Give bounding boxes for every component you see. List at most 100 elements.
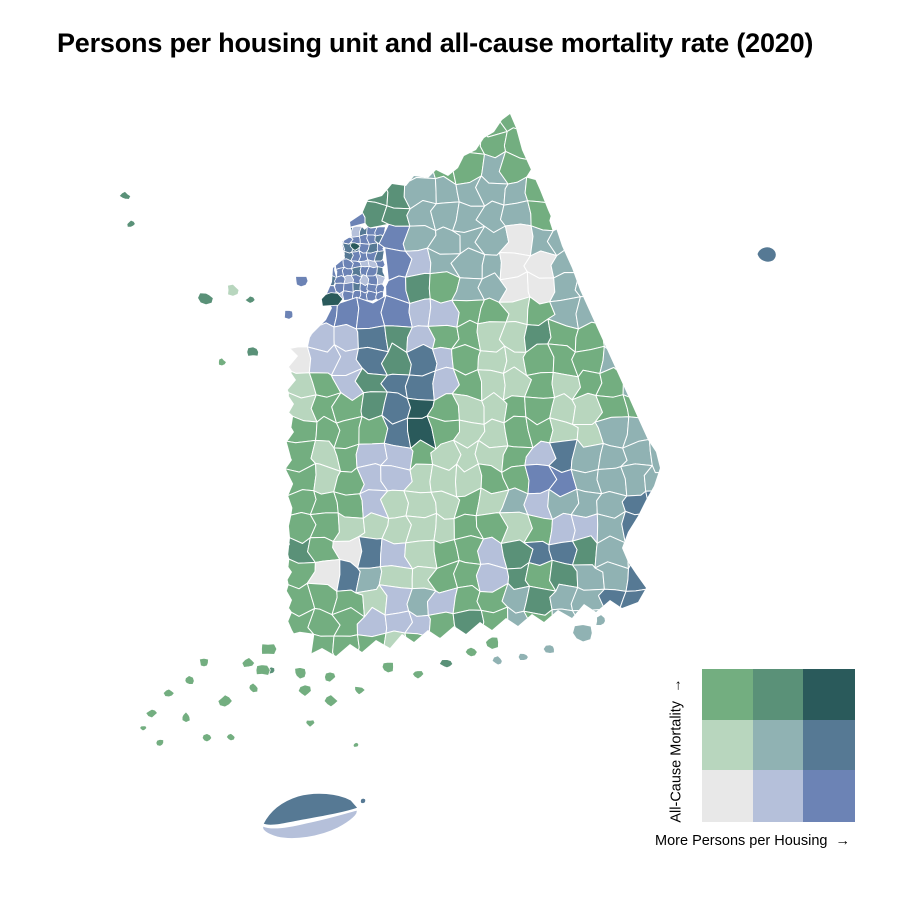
island-region [485,636,499,650]
page-title: Persons per housing unit and all-cause m… [57,28,814,58]
map-region [500,200,532,227]
map-region [322,237,339,255]
legend-swatch-2-2 [803,770,855,822]
map-region [311,274,325,291]
map-region [427,127,460,154]
map-region [336,657,361,687]
island-region [542,644,555,654]
map-region [524,176,556,204]
map-region [645,490,660,519]
island-region [438,659,454,669]
legend-swatch-0-2 [803,669,855,721]
map-region [403,490,437,519]
map-region [283,346,312,374]
island-region [572,624,593,643]
legend-swatch-0-0 [702,669,754,721]
island-region [323,694,339,708]
island-region [145,708,158,719]
map-region [624,534,650,570]
island-region [126,219,136,228]
map-region [405,512,437,544]
map-region [356,155,387,185]
island-region [349,242,361,251]
legend-swatch-2-0 [702,770,754,822]
map-region [404,632,433,656]
map-region [381,205,411,227]
legend-swatch-1-2 [803,719,855,772]
map-region [311,262,326,279]
island-region [162,688,175,698]
island-region [297,684,312,697]
map-region [501,630,534,656]
legend-y-axis-label: All-Cause Mortality → [668,678,685,823]
map-region [310,633,337,656]
legend-swatch-1-0 [702,719,754,772]
island-region [244,295,256,304]
jeju-island-south [262,809,358,840]
map-region [480,606,509,640]
map-region [309,490,339,516]
map-region [452,609,485,639]
map-region [452,655,485,656]
island-region [198,657,209,668]
island-region [197,292,214,306]
island-region [411,670,425,680]
island-region [295,275,309,288]
island-region [246,346,260,357]
map-island-shapes [262,246,777,840]
island-region [255,664,271,676]
island-region [248,682,259,693]
map-islands [118,190,606,804]
island-region [595,614,606,626]
island-region [201,733,213,743]
legend-swatch-2-1 [752,770,805,822]
legend-swatch-1-1 [752,719,805,772]
map-region [322,225,339,242]
map-region [382,151,410,185]
island-region [225,733,236,742]
island-region [464,646,478,658]
island-region [118,190,132,200]
map-region [523,609,554,639]
island-region [352,742,360,748]
island-region [305,719,316,728]
map-region [309,249,326,267]
legend-x-axis-label: More Persons per Housing → [655,833,851,849]
map-region [365,290,378,302]
island-region [261,643,278,655]
map-region [356,632,387,656]
island-region [354,686,366,696]
map-region [404,539,438,570]
map-region [321,251,339,267]
legend-grid [702,669,855,822]
map-regions [282,114,660,687]
map-region [309,227,326,242]
map-region [309,237,325,255]
island-region [517,653,529,661]
island-region [139,725,148,732]
island-region [324,671,337,683]
map-region [321,262,338,279]
island-region [184,675,195,685]
map-region [334,250,345,260]
island-region [359,797,367,804]
island-region [241,657,256,668]
island-region [294,667,307,680]
map-region [332,634,360,656]
island-region [227,283,240,297]
map-region [334,199,366,230]
island-region [218,357,227,367]
map-region [357,536,383,569]
map-region [355,174,389,207]
ulleungdo-island [756,246,777,263]
island-region [381,661,394,674]
map-region [428,636,460,656]
island-region [491,655,503,666]
map-region [342,226,354,239]
map-region [625,563,654,592]
island-region [181,711,191,723]
island-region [283,309,294,320]
island-region [155,739,165,747]
